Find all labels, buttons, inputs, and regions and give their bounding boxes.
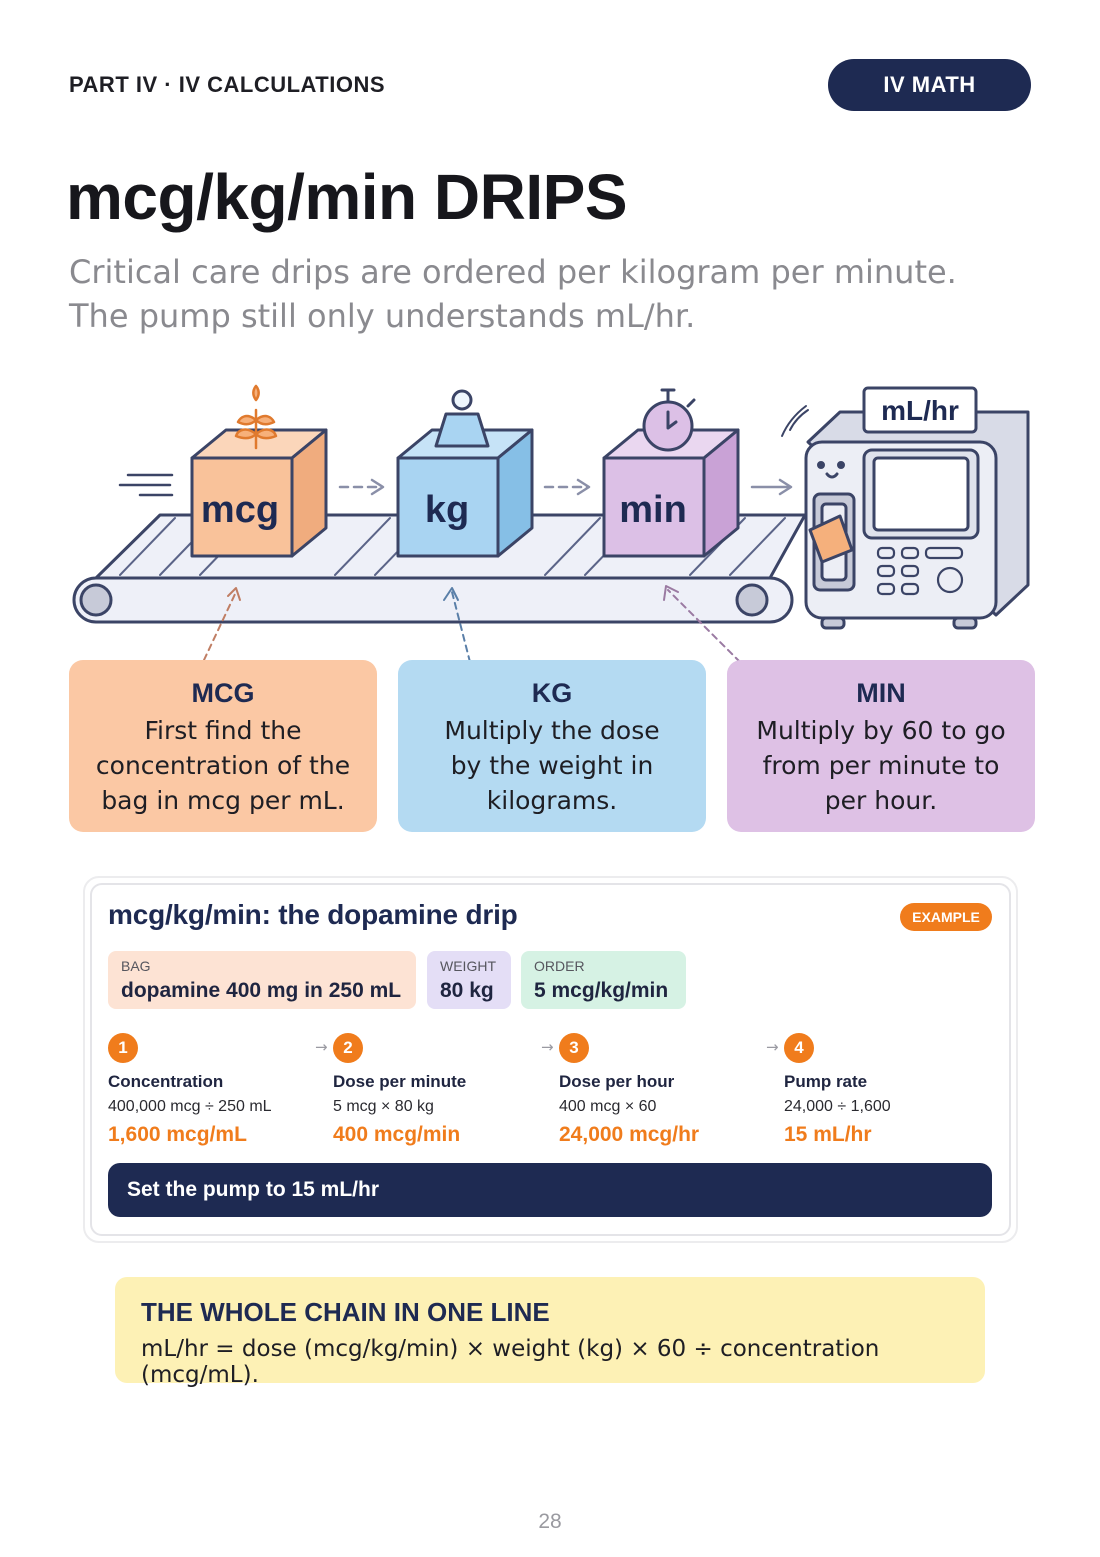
card-body: First find the concentration of the bag …	[69, 713, 377, 818]
example-badge: EXAMPLE	[900, 903, 992, 931]
step-calculation: 400,000 mcg ÷ 250 mL	[108, 1098, 272, 1115]
step-calculation: 24,000 ÷ 1,600	[784, 1098, 891, 1115]
step-3: → 3 Dose per hour 400 mcg × 60 24,000 mc…	[541, 1033, 769, 1147]
card-heading: MIN	[856, 678, 906, 708]
pump-label: mL/hr	[881, 395, 959, 426]
card-line: Multiply the dose	[444, 716, 660, 745]
formula-callout: THE WHOLE CHAIN IN ONE LINE mL/hr = dose…	[115, 1277, 985, 1388]
step-arrow-icon: →	[315, 1038, 328, 1056]
box-mcg	[190, 384, 328, 558]
step-2: → 2 Dose per minute 5 mcg × 80 kg 400 mc…	[315, 1033, 543, 1147]
given-key: WEIGHT	[440, 958, 496, 974]
card-line: kilograms.	[486, 786, 618, 815]
given-value: 5 mcg/kg/min	[534, 979, 669, 1002]
card-line: Multiply by 60 to go	[756, 716, 1006, 745]
card-line: by the weight in	[450, 751, 654, 780]
card-min: MIN Multiply by 60 to go from per minute…	[727, 660, 1035, 832]
given-value: dopamine 400 mg in 250 mL	[121, 979, 402, 1002]
step-result: 24,000 mcg/hr	[559, 1123, 700, 1146]
example-title: mcg/kg/min: the dopamine drip	[108, 899, 518, 930]
step-arrow-icon: →	[541, 1038, 554, 1056]
step-calculation: 5 mcg × 80 kg	[333, 1098, 434, 1115]
box-label-mcg: mcg	[201, 489, 279, 531]
conveyor-illustration: mcg kg min mL/hr	[72, 384, 1030, 663]
step-name: Dose per hour	[559, 1072, 675, 1091]
card-line: concentration of the	[95, 751, 351, 780]
card-line: per hour.	[824, 786, 938, 815]
motion-lines	[118, 473, 174, 497]
page-number: 28	[538, 1510, 562, 1533]
given-weight: WEIGHT 80 kg	[427, 951, 511, 1009]
step-number: 3	[559, 1033, 589, 1063]
example-panel-frame	[83, 876, 1018, 1243]
weight-icon	[434, 389, 490, 448]
step-name: Pump rate	[784, 1072, 868, 1091]
step-name: Concentration	[108, 1072, 224, 1091]
box-label-min: min	[619, 489, 687, 531]
given-value: 80 kg	[440, 979, 494, 1002]
card-body: Multiply the dose by the weight in kilog…	[398, 713, 706, 818]
step-4: → 4 Pump rate 24,000 ÷ 1,600 15 mL/hr	[766, 1033, 994, 1147]
box-label-kg: kg	[425, 489, 469, 531]
stopwatch-icon	[642, 388, 696, 452]
box-kg	[396, 389, 534, 558]
pump-face	[817, 461, 845, 479]
card-kg: KG Multiply the dose by the weight in ki…	[398, 660, 706, 832]
subtitle-line: The pump still only understands mL/hr.	[69, 297, 696, 335]
step-result: 1,600 mcg/mL	[108, 1123, 247, 1146]
step-arrow-icon: →	[766, 1038, 779, 1056]
box-min	[602, 388, 740, 558]
step-number: 2	[333, 1033, 363, 1063]
card-heading: KG	[531, 678, 573, 708]
given-key: BAG	[121, 958, 151, 974]
step-name: Dose per minute	[333, 1072, 467, 1091]
topic-badge: IV MATH	[828, 59, 1031, 111]
set-pump-banner: Set the pump to 15 mL/hr	[108, 1163, 992, 1217]
given-bag: BAG dopamine 400 mg in 250 mL	[108, 951, 416, 1009]
card-mcg: MCG First find the concentration of the …	[69, 660, 377, 832]
given-key: ORDER	[534, 958, 585, 974]
step-number: 1	[108, 1033, 138, 1063]
pointer-arrows	[203, 589, 741, 663]
section-label: PART IV · IV CALCULATIONS	[69, 72, 386, 97]
infusion-pump	[781, 386, 1030, 630]
formula-heading: THE WHOLE CHAIN IN ONE LINE	[141, 1297, 550, 1327]
given-order: ORDER 5 mcg/kg/min	[521, 951, 686, 1009]
flow-arrows	[338, 478, 793, 496]
step-result: 400 mcg/min	[333, 1123, 461, 1146]
sprout-icon	[234, 384, 278, 450]
subtitle-line: Critical care drips are ordered per kilo…	[69, 253, 957, 291]
card-body: Multiply by 60 to go from per minute to …	[727, 713, 1035, 818]
step-1: 1 Concentration 400,000 mcg ÷ 250 mL 1,6…	[108, 1033, 318, 1147]
formula-text: mL/hr = dose (mcg/kg/min) × weight (kg) …	[141, 1336, 880, 1388]
card-line: from per minute to	[762, 751, 1000, 780]
page-title: mcg/kg/min DRIPS	[66, 161, 628, 233]
card-line: First find the	[144, 716, 302, 745]
card-line: bag in mcg per mL.	[101, 786, 345, 815]
step-calculation: 400 mcg × 60	[559, 1098, 657, 1115]
step-result: 15 mL/hr	[784, 1123, 872, 1146]
step-number: 4	[784, 1033, 814, 1063]
page-subtitle: Critical care drips are ordered per kilo…	[69, 250, 1049, 338]
card-heading: MCG	[191, 678, 255, 708]
example-panel	[90, 883, 1011, 1236]
